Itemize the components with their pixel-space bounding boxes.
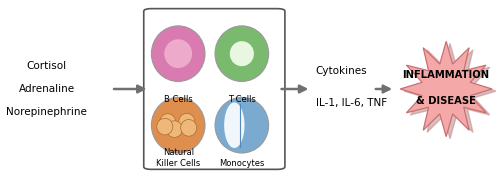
- Text: INFLAMMATION: INFLAMMATION: [402, 70, 490, 80]
- Text: Norepinephrine: Norepinephrine: [6, 107, 87, 117]
- Text: B Cells: B Cells: [164, 95, 192, 104]
- Ellipse shape: [157, 118, 173, 135]
- Text: Monocytes: Monocytes: [219, 159, 264, 168]
- Ellipse shape: [215, 26, 268, 82]
- Text: T Cells: T Cells: [228, 95, 256, 104]
- Text: & DISEASE: & DISEASE: [416, 96, 476, 106]
- Text: Cortisol: Cortisol: [26, 61, 66, 71]
- Ellipse shape: [215, 97, 268, 153]
- Polygon shape: [400, 41, 492, 137]
- Ellipse shape: [166, 121, 182, 137]
- Ellipse shape: [180, 119, 197, 136]
- Text: Cytokines: Cytokines: [316, 66, 367, 76]
- Ellipse shape: [164, 39, 192, 68]
- Ellipse shape: [230, 41, 254, 66]
- Ellipse shape: [152, 97, 205, 153]
- Text: IL-1, IL-6, TNF: IL-1, IL-6, TNF: [316, 98, 386, 108]
- Ellipse shape: [152, 26, 205, 82]
- Ellipse shape: [224, 102, 244, 148]
- FancyBboxPatch shape: [144, 9, 285, 169]
- Text: Adrenaline: Adrenaline: [18, 84, 74, 94]
- Text: Natural
Killer Cells: Natural Killer Cells: [156, 148, 200, 168]
- Polygon shape: [404, 43, 496, 139]
- Ellipse shape: [179, 113, 195, 130]
- Ellipse shape: [160, 114, 176, 130]
